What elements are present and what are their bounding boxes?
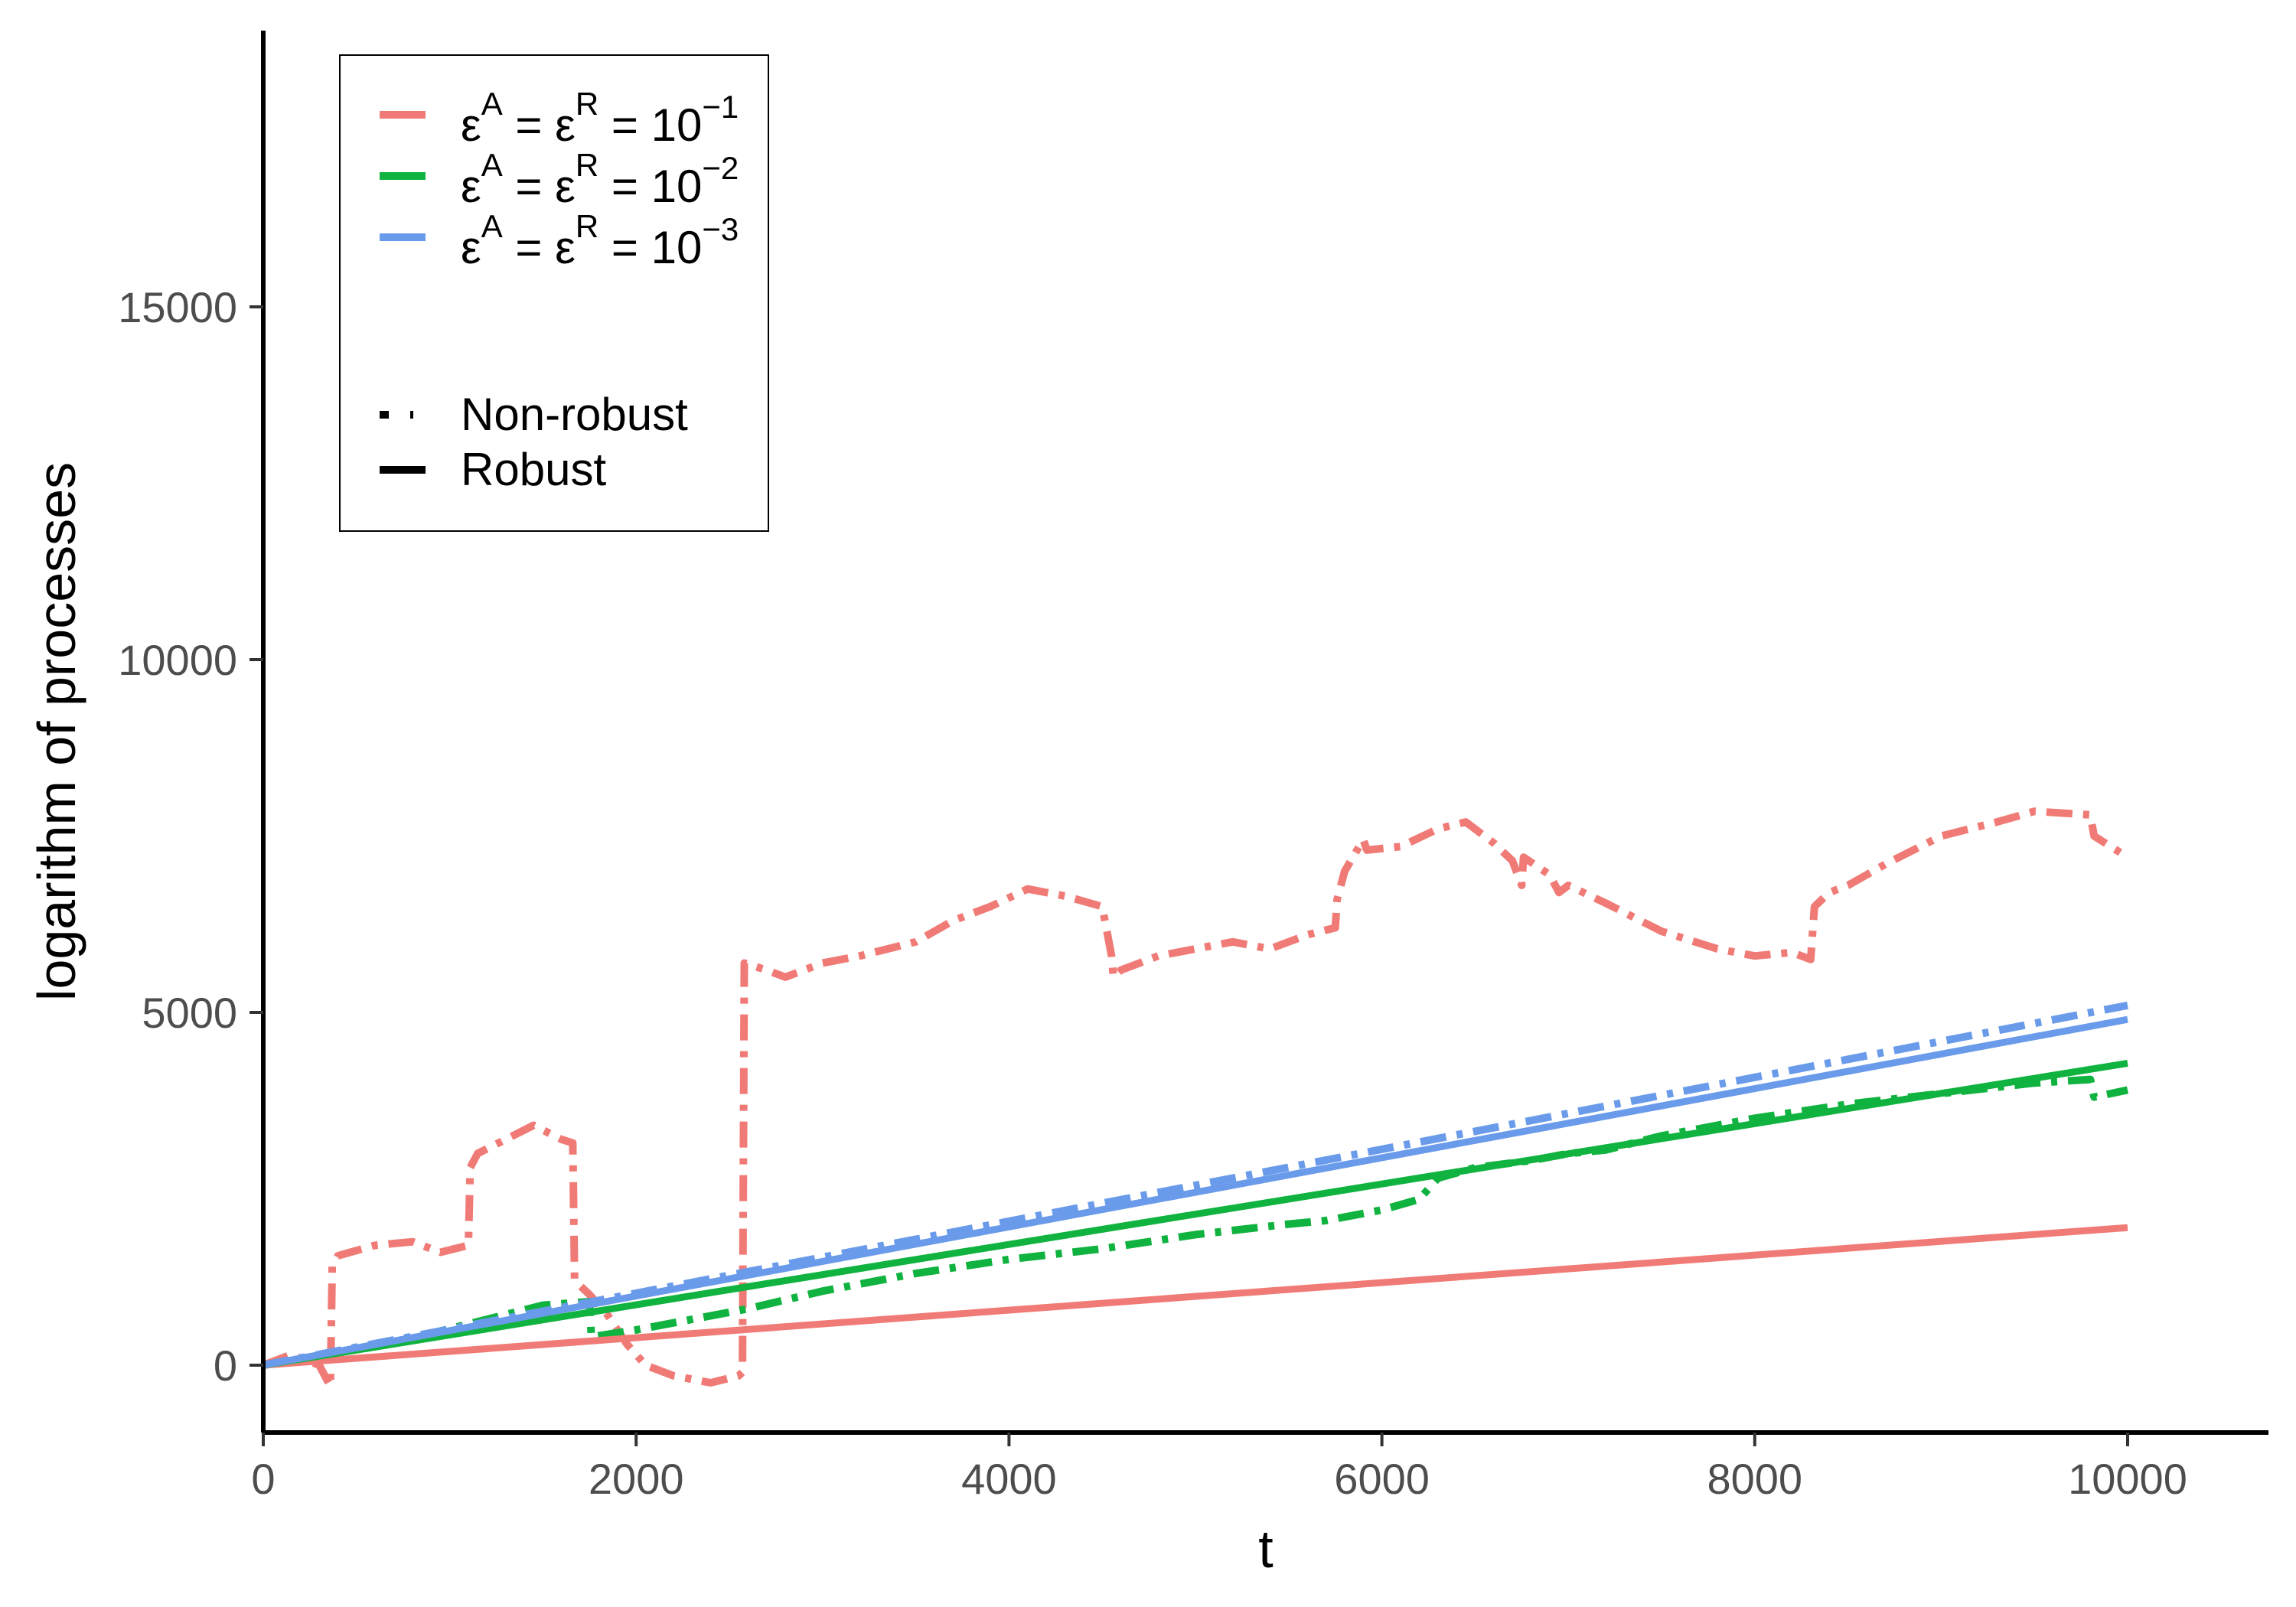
series-line [263, 1075, 2129, 1369]
x-tick-label: 4000 [961, 1455, 1057, 1503]
series-line [263, 1001, 2128, 1369]
y-tick-label: 5000 [142, 989, 237, 1037]
x-axis-title: t [1258, 1519, 1273, 1579]
x-tick-label: 0 [251, 1455, 275, 1503]
legend-label-part: = 10 [598, 222, 702, 273]
legend-label-part: −2 [702, 150, 739, 186]
legend-label: εA = εR = 10−3 [461, 208, 739, 273]
legend-label-part: ε [461, 222, 481, 273]
series-line [263, 1059, 2128, 1369]
series-layer [263, 807, 2130, 1390]
legend-label-part: −3 [702, 211, 739, 247]
series-line [263, 807, 2130, 1390]
legend-label-part: A [481, 208, 503, 244]
legend-linetype-label: Robust [461, 444, 606, 495]
series-line [263, 1224, 2128, 1369]
x-tick-label: 6000 [1334, 1455, 1430, 1503]
y-tick-label: 15000 [118, 283, 237, 331]
y-tick-label: 0 [214, 1341, 237, 1390]
legend-box [339, 54, 769, 532]
legend-label: εA = εR = 10−2 [461, 147, 739, 212]
legend-label-part: −1 [702, 89, 739, 125]
legend-label-part: = ε [503, 161, 576, 212]
series-line [263, 1015, 2128, 1369]
legend: εA = εR = 10−1εA = εR = 10−2εA = εR = 10… [339, 54, 769, 532]
legend-linetype-label: Non-robust [461, 389, 688, 440]
legend-label-part: = ε [503, 99, 576, 151]
y-tick-label: 10000 [118, 636, 237, 684]
legend-label-part: A [481, 86, 503, 122]
legend-label-part: = 10 [598, 161, 702, 212]
y-axis-ticks: 0 5000 10000 15000 [118, 283, 263, 1390]
legend-label-part: R [576, 208, 598, 244]
x-axis-ticks: 0 2000 4000 6000 8000 10000 [251, 1433, 2187, 1503]
legend-label-part: R [576, 147, 598, 183]
legend-label-part: = ε [503, 222, 576, 273]
legend-label-part: A [481, 147, 503, 183]
x-tick-label: 8000 [1707, 1455, 1803, 1503]
x-tick-label: 2000 [589, 1455, 684, 1503]
legend-label-part: R [576, 86, 598, 122]
legend-label-part: = 10 [598, 99, 702, 151]
legend-label-part: ε [461, 99, 481, 151]
legend-colour-entries: εA = εR = 10−1εA = εR = 10−2εA = εR = 10… [380, 86, 739, 273]
y-axis-title: logarithm of processes [27, 462, 86, 1001]
x-tick-label: 10000 [2068, 1455, 2187, 1503]
legend-label: εA = εR = 10−1 [461, 86, 739, 151]
legend-label-part: ε [461, 161, 481, 212]
